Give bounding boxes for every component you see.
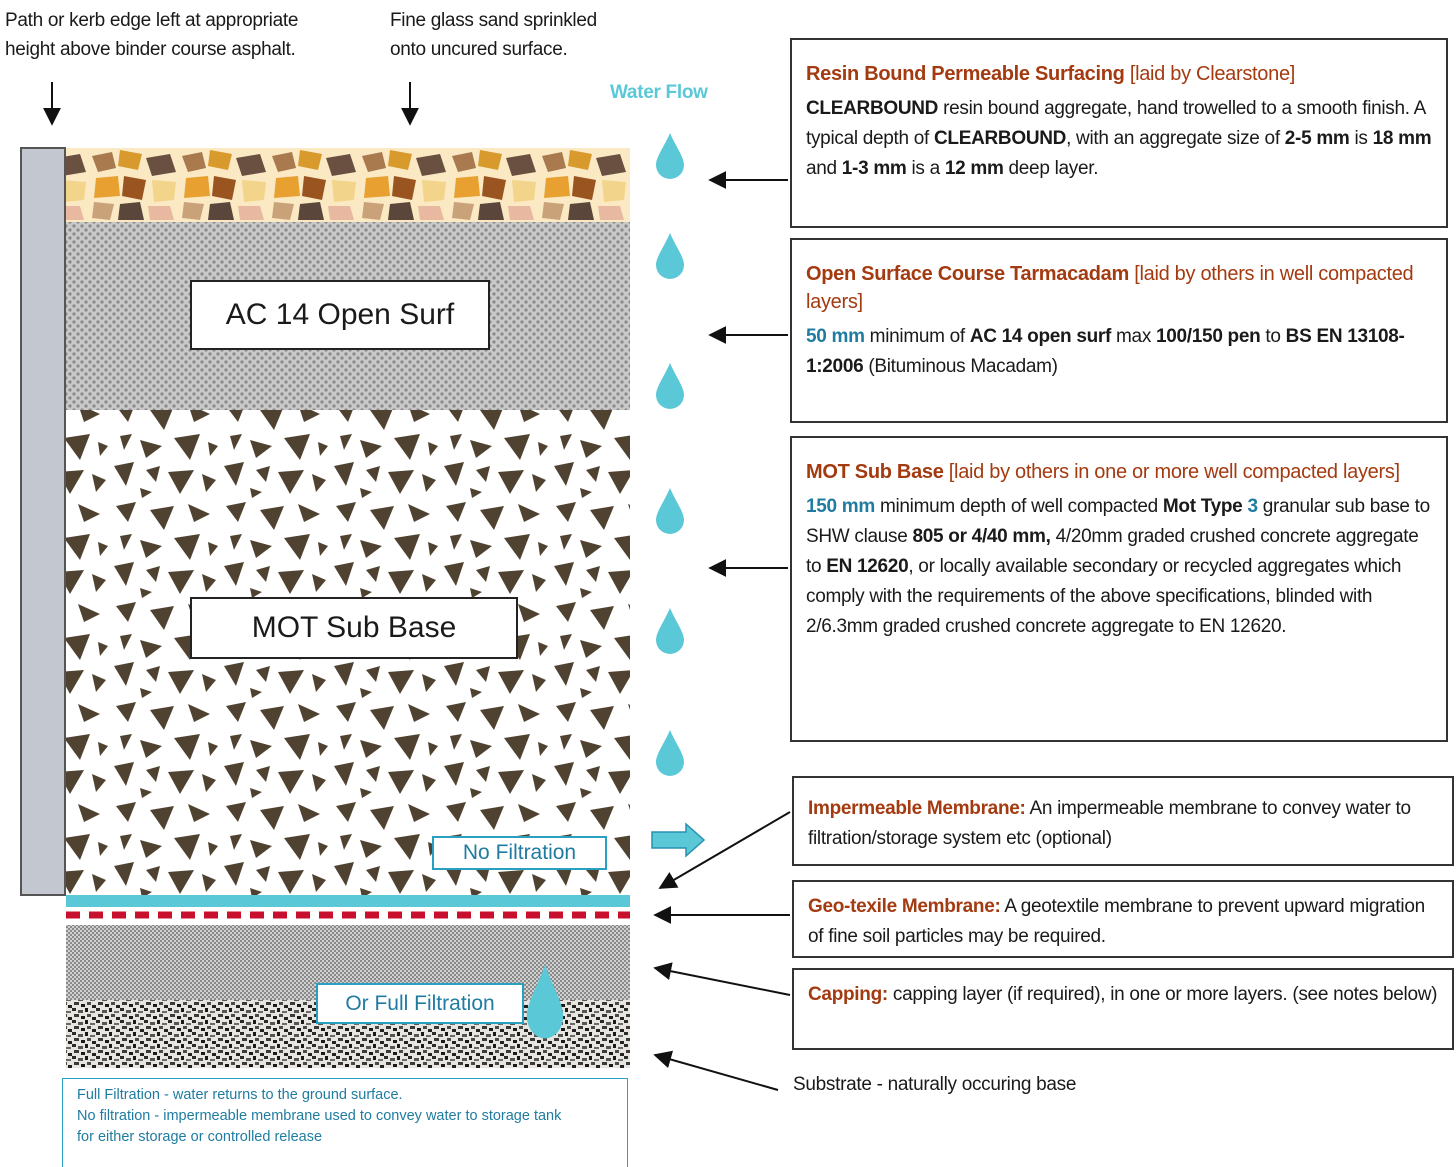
body-text: 150 mm [806,496,875,517]
geotextile-box: Geo-texile Membrane: A geotextile membra… [792,880,1454,958]
impermeable-box: Impermeable Membrane: An impermeable mem… [792,776,1454,866]
drop [656,608,684,654]
mot-label: MOT Sub Base [190,597,518,659]
pointer-arrows [43,82,791,1091]
annotation-line: height above binder course asphalt. [5,39,296,60]
note-line: No filtration - impermeable membrane use… [77,1108,562,1124]
drop [656,233,684,279]
body-text: 1-3 mm [841,158,907,179]
no-filtration-label: No Filtration [432,836,607,870]
impermeable-membrane [66,895,630,907]
body-text: capping layer (if required), in one or m… [887,984,1438,1005]
kerb-edge [20,147,66,896]
body-text: max [1111,326,1156,347]
body-text: , or locally available secondary or recy… [806,556,1402,637]
arrow [658,811,791,889]
body-text: minimum depth of well compacted [874,496,1163,517]
mot-box: MOT Sub Base [laid by others in one or m… [790,436,1448,742]
box-title: Geo-texile Membrane: [808,896,1001,917]
box-title-note: [laid by Clearstone] [1124,63,1296,85]
body-text: is a [906,158,945,179]
body-text: An impermeable membrane to convey water … [808,798,1411,849]
body-text: CLEARBOUND [806,98,939,119]
box-title: Open Surface Course Tarmacadam [806,263,1129,285]
body-text: Mot Type [1162,496,1248,517]
body-text: EN 12620 [826,556,909,577]
ac14-label: AC 14 Open Surf [190,280,490,350]
box-title: Resin Bound Permeable Surfacing [806,63,1125,85]
box-title: Capping: [808,984,888,1005]
water-flow-label: Water Flow [610,82,708,103]
box-body: 50 mm minimum of AC 14 open surf max 100… [806,322,1432,382]
sand-annotation: Fine glass sand sprinkled onto uncured s… [390,6,597,64]
body-text: deep layer. [1003,158,1099,179]
arrow [653,962,791,996]
substrate-label: Substrate - naturally occuring base [793,1074,1077,1095]
outflow-arrow [651,822,706,858]
body-text: BS EN 13108-1:2006 [806,326,1405,377]
body-text: (Bituminous Macadam) [863,356,1058,377]
box-heading: Open Surface Course Tarmacadam [laid by … [806,260,1432,316]
box-title: MOT Sub Base [806,461,944,483]
body-text: 50 mm [806,326,865,347]
box-body: 150 mm minimum depth of well compacted M… [806,492,1432,642]
body-text: granular sub base to SHW clause [806,496,1430,547]
body-text: 2-5 mm [1284,128,1350,149]
drop [656,730,684,776]
resin-bound-layer [66,148,630,222]
body-text: 805 or 4/40 mm, [912,526,1051,547]
drop [656,363,684,409]
body-text: 100/150 pen [1156,326,1261,347]
body-text: 4/20mm graded crushed concrete aggregate… [806,526,1419,577]
drop [656,488,684,534]
annotation-line: Path or kerb edge left at appropriate [5,10,299,31]
box-body: CLEARBOUND resin bound aggregate, hand t… [806,94,1432,184]
body-text: , with an aggregate size of [1066,128,1285,149]
capping-box: Capping: capping layer (if required), in… [792,968,1454,1050]
body-text: CLEARBOUND [933,128,1067,149]
body-text: AC 14 open surf [969,326,1112,347]
filtration-note: Full Filtration - water returns to the g… [62,1078,628,1167]
resin-box: Resin Bound Permeable Surfacing [laid by… [790,38,1448,228]
body-text: resin bound aggregate, hand trowelled to… [806,98,1426,149]
annotation-line: onto uncured surface. [390,39,568,60]
annotation-line: Fine glass sand sprinkled [390,10,597,31]
body-text: 12 mm [944,158,1004,179]
full-filtration-label: Or Full Filtration [316,983,524,1024]
note-line: Full Filtration - water returns to the g… [77,1087,403,1103]
box-heading: MOT Sub Base [laid by others in one or m… [806,458,1432,486]
note-line: for either storage or controlled release [77,1129,323,1145]
box-title-note: [laid by others in well compacted layers… [806,263,1414,313]
body-text: minimum of [864,326,970,347]
body-text: 18 mm [1372,128,1432,149]
box-title-note: [laid by others in one or more well comp… [943,461,1400,483]
arrow [653,1050,779,1091]
box-title: Impermeable Membrane: [808,798,1026,819]
kerb-annotation: Path or kerb edge left at appropriate he… [5,6,298,64]
body-text: A geotextile membrane to prevent upward … [808,896,1425,947]
body-text: and [806,158,842,179]
tarmac-box: Open Surface Course Tarmacadam [laid by … [790,238,1448,423]
body-text: 3 [1247,496,1258,517]
body-text: is [1349,128,1373,149]
box-heading: Resin Bound Permeable Surfacing [laid by… [806,60,1432,88]
body-text: to [1260,326,1286,347]
drop [656,133,684,179]
